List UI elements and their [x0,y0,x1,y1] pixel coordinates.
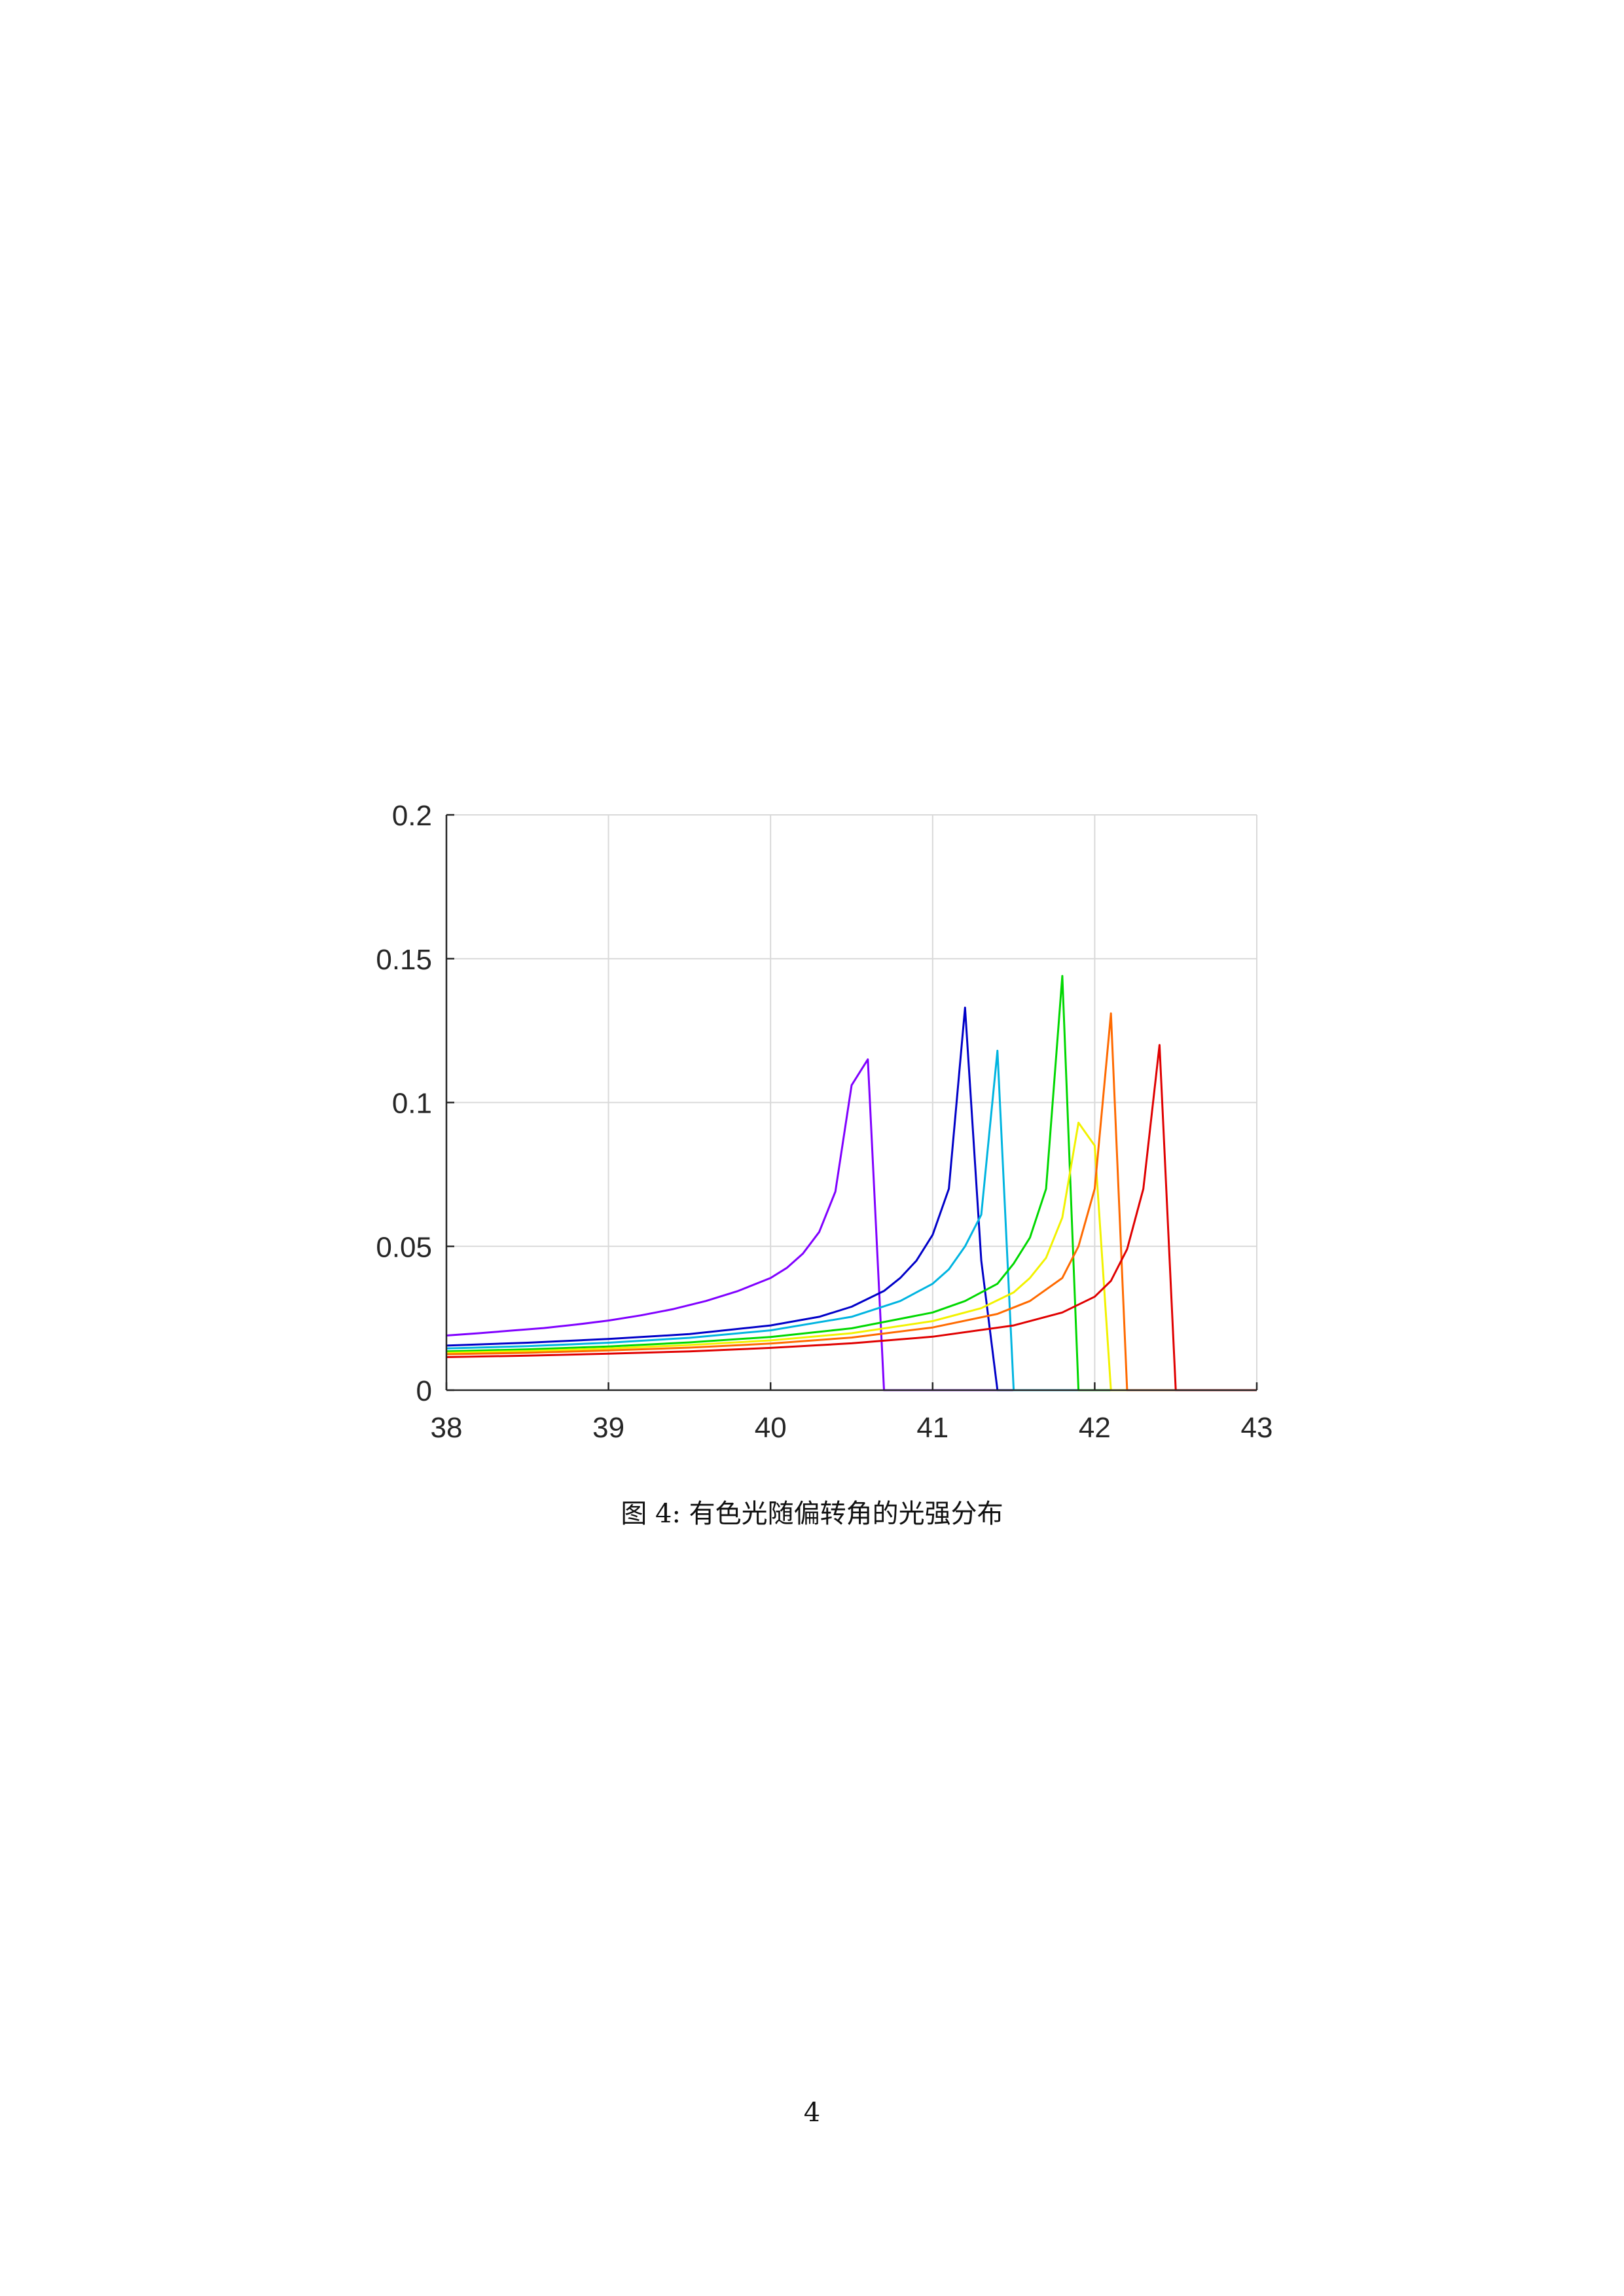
figure-caption: 图 4: 有色光随偏转角的光强分布 [621,1499,1003,1529]
page-number: 4 [803,2098,821,2128]
x-tick-label: 38 [431,1412,463,1444]
y-tick-label: 0.15 [376,944,432,976]
series-line-4 [446,975,1257,1391]
grid [446,814,1257,1391]
series-line-3 [446,1049,1257,1391]
x-tick-label: 42 [1079,1412,1111,1444]
series-line-7 [446,1044,1257,1391]
tick-labels: 38 39 40 41 42 43 0 0.05 0.1 0.15 0.2 [376,800,1272,1444]
y-tick-label: 0.05 [376,1231,432,1263]
series-line-6 [446,1012,1257,1391]
series-layer [446,975,1257,1391]
axes [445,814,1258,1391]
x-tick-label: 40 [755,1412,787,1444]
x-tick-label: 41 [916,1412,948,1444]
intensity-chart: 38 39 40 41 42 43 0 0.05 0.1 0.15 0.2 [376,800,1272,1444]
series-line-5 [446,1121,1257,1391]
y-tick-label: 0.1 [392,1088,432,1120]
series-line-1 [446,1058,1257,1391]
x-tick-label: 39 [592,1412,624,1444]
x-tick-label: 43 [1241,1412,1273,1444]
series-line-2 [446,1007,1257,1391]
y-tick-label: 0.2 [392,800,432,832]
y-tick-label: 0 [416,1375,432,1407]
